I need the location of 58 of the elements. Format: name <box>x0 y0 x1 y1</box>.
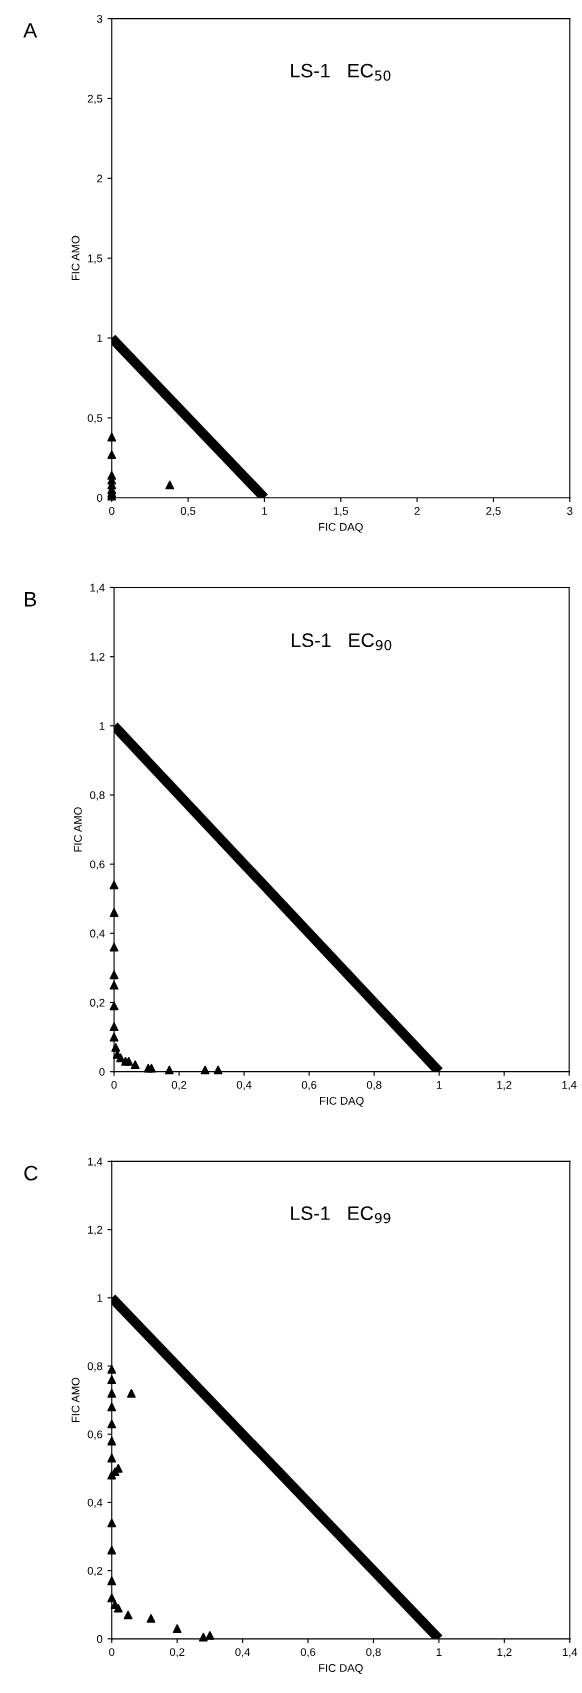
x-tick-label: 0,2 <box>171 1080 187 1091</box>
x-tick-label: 0,8 <box>366 1080 382 1091</box>
x-tick-label: 1 <box>436 1648 442 1656</box>
y-tick-label: 1,4 <box>90 583 105 593</box>
y-axis-title: FIC AMO <box>71 1377 80 1423</box>
y-tick-label: 0,2 <box>87 1566 103 1577</box>
y-tick-label: 3 <box>96 14 103 23</box>
x-tick-label: 0 <box>111 1080 117 1089</box>
y-tick-label: 1,5 <box>88 254 103 264</box>
x-tick-label: 2,5 <box>486 507 501 517</box>
y-axis-title: FIC AMO <box>73 807 82 852</box>
x-tick-label: 0 <box>109 507 115 515</box>
y-tick-label: 2 <box>97 174 103 183</box>
x-tick-label: 1 <box>262 507 267 515</box>
x-tick-label: 2 <box>414 507 420 515</box>
text: LS-1 EC$_{50}$ <box>291 63 391 81</box>
x-tick-label: 1,4 <box>562 1081 577 1091</box>
x-tick-label: 0,8 <box>366 1648 381 1658</box>
y-tick-label: 2,5 <box>87 94 103 104</box>
text: B <box>24 592 37 607</box>
y-tick-label: 0,4 <box>87 1498 103 1508</box>
y-tick-label: 0 <box>96 494 103 502</box>
x-tick-label: 1,4 <box>562 1648 578 1658</box>
y-tick-label: 1 <box>97 334 103 343</box>
y-tick-label: 1,2 <box>88 1225 103 1236</box>
x-tick-label: 3 <box>567 507 573 515</box>
y-tick-label: 0 <box>99 1067 105 1076</box>
x-tick-label: 1 <box>436 1081 442 1089</box>
x-tick-label: 0,4 <box>235 1648 251 1658</box>
y-tick-label: 0,4 <box>90 929 105 939</box>
y-tick-label: 0,8 <box>87 1362 103 1372</box>
y-tick-label: 0 <box>96 1635 103 1643</box>
y-tick-label: 0,6 <box>90 860 105 870</box>
x-axis-title: FIC DAQ <box>319 1664 363 1674</box>
text: LS-1 EC$_{90}$ <box>291 633 392 651</box>
y-tick-label: 0,8 <box>90 791 105 801</box>
y-tick-label: 1 <box>97 1294 103 1302</box>
y-tick-label: 0,5 <box>87 414 103 424</box>
text: C <box>24 1165 38 1181</box>
x-tick-label: 1,5 <box>333 507 349 517</box>
x-tick-label: 0,5 <box>180 507 196 517</box>
text: A <box>23 23 38 38</box>
x-tick-label: 0,2 <box>169 1648 185 1658</box>
y-tick-label: 0,6 <box>87 1430 103 1440</box>
y-tick-label: 1,2 <box>90 652 105 663</box>
y-tick-label: 0,2 <box>90 998 105 1008</box>
x-tick-label: 1,2 <box>497 1080 512 1091</box>
x-tick-label: 1,2 <box>497 1648 512 1658</box>
x-axis-title: FIC DAQ <box>319 522 363 533</box>
x-axis-title: FIC DAQ <box>320 1096 364 1107</box>
y-axis-title: FIC AMO <box>71 235 80 281</box>
x-tick-label: 0,6 <box>300 1648 316 1658</box>
x-tick-label: 0,4 <box>236 1080 252 1091</box>
x-tick-label: 0,6 <box>301 1080 317 1091</box>
x-tick-label: 0 <box>109 1648 115 1657</box>
text: LS-1 EC$_{99}$ <box>291 1206 391 1224</box>
y-tick-label: 1 <box>99 722 105 730</box>
y-tick-label: 1,4 <box>88 1157 103 1167</box>
